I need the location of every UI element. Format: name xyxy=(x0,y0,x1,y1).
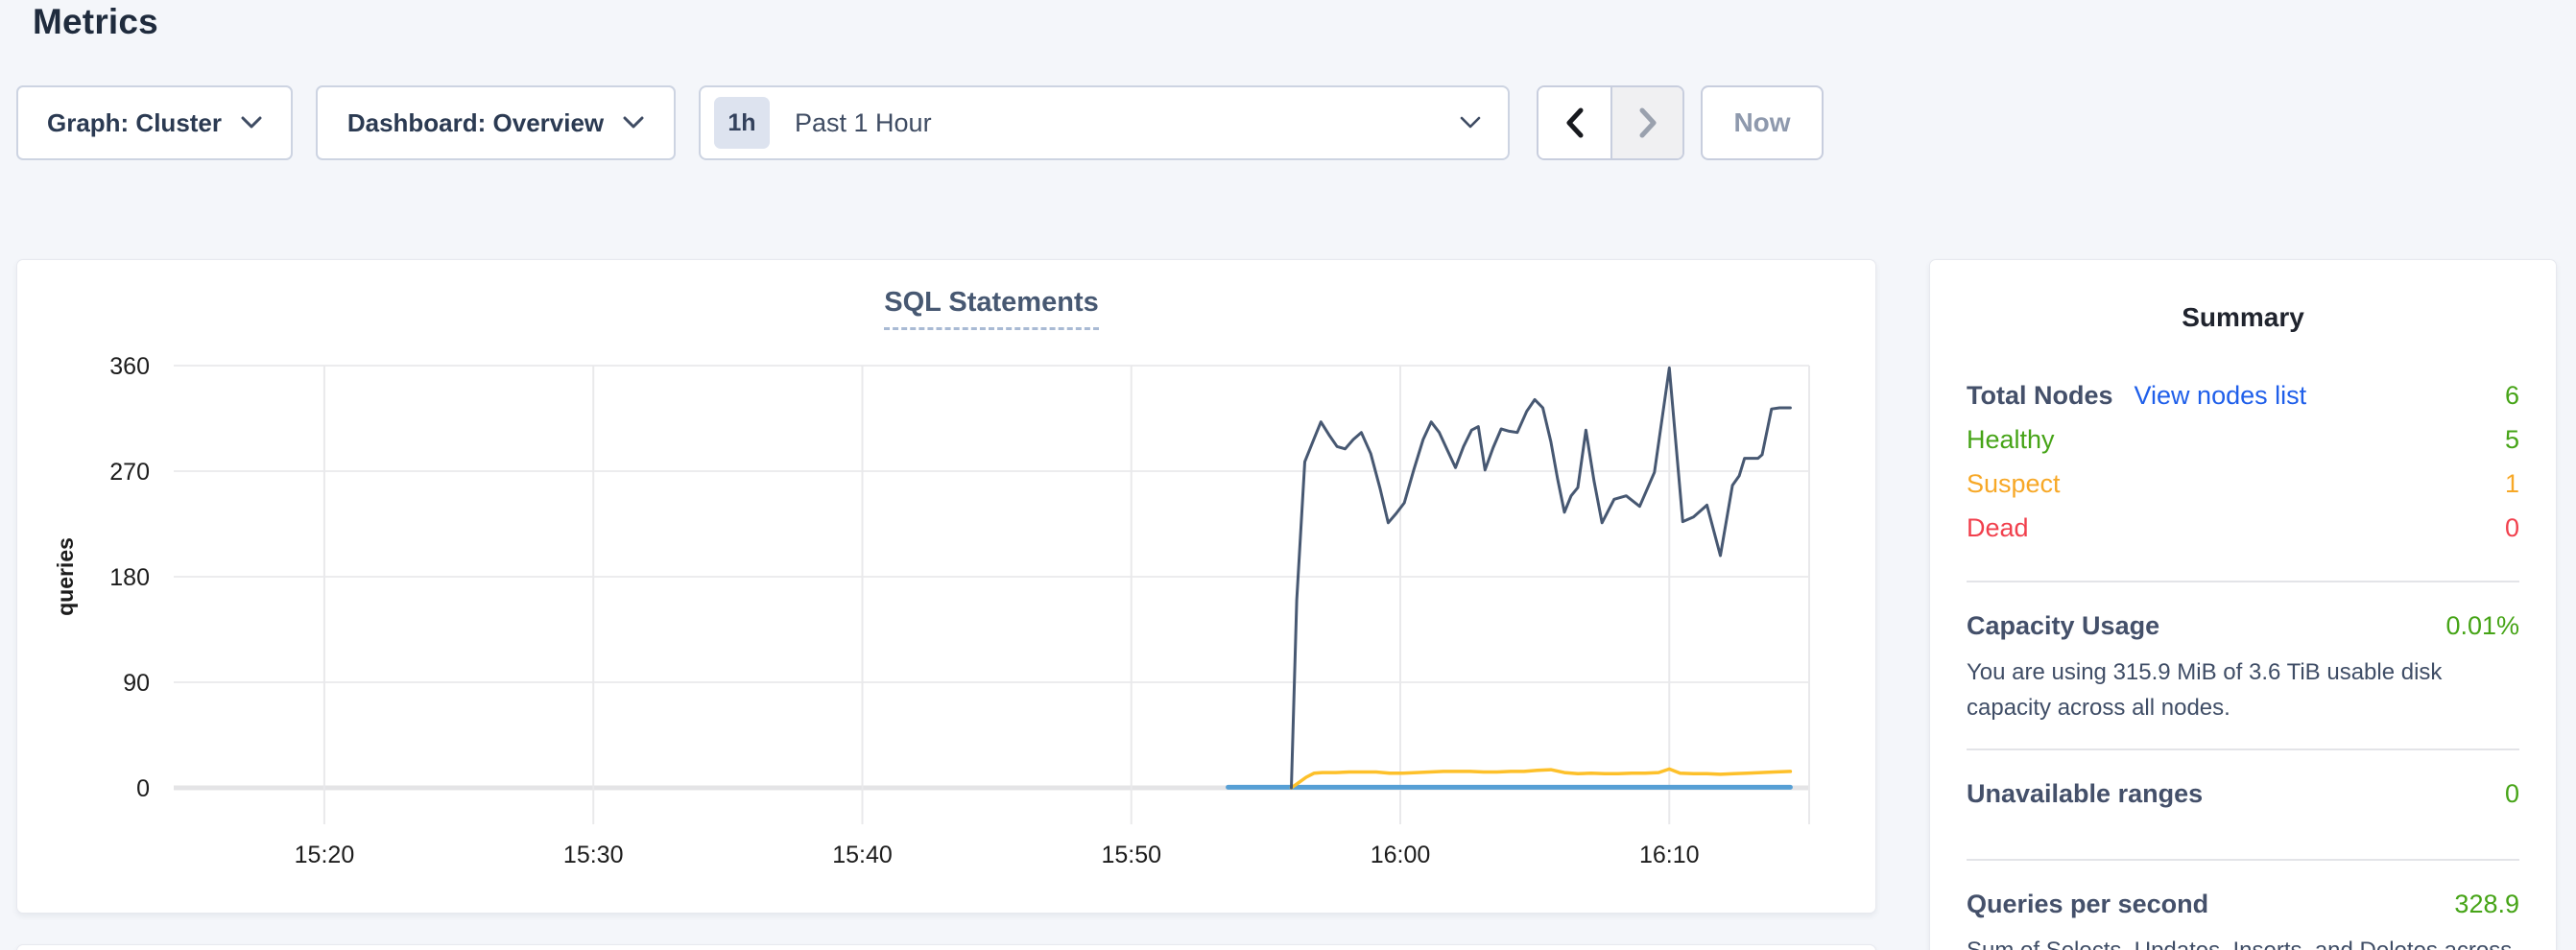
sql-statements-chart: 0 90 180 270 360 15:20 15:30 15:40 15:50 16:00 16:… xyxy=(17,260,1877,914)
queries-per-second-description: Sum of Selects, Updates, Inserts, and De… xyxy=(1967,933,2533,950)
x-tick-label: 16:10 xyxy=(1639,842,1700,868)
suspect-value: 1 xyxy=(2504,469,2519,498)
total-nodes-value: 6 xyxy=(2504,381,2519,410)
queries-per-second-section: Queries per second 328.9 Sum of Selects,… xyxy=(1967,861,2519,950)
healthy-value: 5 xyxy=(2504,425,2519,454)
time-range-badge: 1h xyxy=(714,97,770,149)
chevron-left-icon xyxy=(1566,107,1583,138)
x-tick-label: 15:40 xyxy=(832,842,893,868)
previous-timespan-button[interactable] xyxy=(1538,87,1610,158)
y-tick-label: 180 xyxy=(109,564,150,591)
time-range-selector[interactable]: 1h Past 1 Hour xyxy=(699,85,1510,160)
sql-statements-panel: SQL Statements 0 90 180 270 360 15:20 15:30 15:… xyxy=(16,259,1876,914)
x-tick-label: 15:20 xyxy=(295,842,355,868)
x-tick-label: 15:30 xyxy=(563,842,624,868)
divider xyxy=(1967,859,2519,861)
capacity-usage-value: 0.01% xyxy=(2445,611,2519,640)
y-tick-label: 360 xyxy=(109,353,150,380)
chevron-down-icon xyxy=(241,116,262,129)
next-chart-panel xyxy=(16,944,1876,950)
now-button[interactable]: Now xyxy=(1701,85,1824,160)
y-tick-label: 90 xyxy=(123,670,150,697)
next-timespan-button[interactable] xyxy=(1610,87,1682,158)
chevron-down-icon xyxy=(1460,116,1481,129)
view-nodes-list-link[interactable]: View nodes list xyxy=(2134,381,2307,410)
summary-title: Summary xyxy=(2182,302,2304,332)
chevron-right-icon xyxy=(1639,107,1656,138)
x-tick-label: 15:50 xyxy=(1101,842,1161,868)
dead-value: 0 xyxy=(2504,513,2519,542)
summary-panel: Summary Total Nodes View nodes list 6 He… xyxy=(1929,259,2557,950)
total-nodes-row: Total Nodes View nodes list 6 xyxy=(1967,381,2519,425)
healthy-nodes-row: Healthy 5 xyxy=(1967,425,2519,469)
queries-per-second-value: 328.9 xyxy=(2454,890,2519,918)
nodes-block: Total Nodes View nodes list 6 Healthy 5 … xyxy=(1967,381,2519,558)
chart-title[interactable]: SQL Statements xyxy=(884,287,1099,330)
suspect-nodes-row: Suspect 1 xyxy=(1967,469,2519,513)
chart-title-wrap: SQL Statements xyxy=(174,287,1809,330)
graph-dropdown-label: Graph: Cluster xyxy=(46,107,223,137)
chevron-down-icon xyxy=(623,116,644,129)
dead-label: Dead xyxy=(1967,513,2029,542)
x-tick-label: 16:00 xyxy=(1371,842,1431,868)
y-axis-title: queries xyxy=(53,537,78,616)
dashboard-dropdown[interactable]: Dashboard: Overview xyxy=(316,85,676,160)
y-tick-label: 270 xyxy=(109,459,150,486)
total-nodes-label: Total Nodes xyxy=(1967,381,2113,410)
queries-per-second-label: Queries per second xyxy=(1967,890,2209,918)
series-yellow xyxy=(1289,767,1793,790)
dashboard-dropdown-label: Dashboard: Overview xyxy=(346,107,605,137)
capacity-usage-label: Capacity Usage xyxy=(1967,611,2160,640)
suspect-label: Suspect xyxy=(1967,469,2061,498)
page-title: Metrics xyxy=(33,2,158,41)
unavailable-ranges-section: Unavailable ranges 0 xyxy=(1967,750,2519,836)
time-step-buttons xyxy=(1537,85,1684,160)
time-range-label: Past 1 Hour xyxy=(795,107,932,137)
graph-dropdown[interactable]: Graph: Cluster xyxy=(16,85,293,160)
unavailable-ranges-value: 0 xyxy=(2504,779,2519,808)
chart-canvas: 0 90 180 270 360 15:20 15:30 15:40 15:50 16:00 16:… xyxy=(53,353,1810,868)
capacity-usage-description: You are using 315.9 MiB of 3.6 TiB usabl… xyxy=(1967,659,2443,721)
capacity-usage-section: Capacity Usage 0.01% You are using 315.9… xyxy=(1967,582,2519,725)
divider xyxy=(1967,748,2519,750)
y-tick-label: 0 xyxy=(136,775,150,802)
healthy-label: Healthy xyxy=(1967,425,2055,454)
series-dark-blue xyxy=(1290,366,1792,790)
unavailable-ranges-label: Unavailable ranges xyxy=(1967,779,2204,808)
dead-nodes-row: Dead 0 xyxy=(1967,513,2519,558)
divider xyxy=(1967,581,2519,582)
